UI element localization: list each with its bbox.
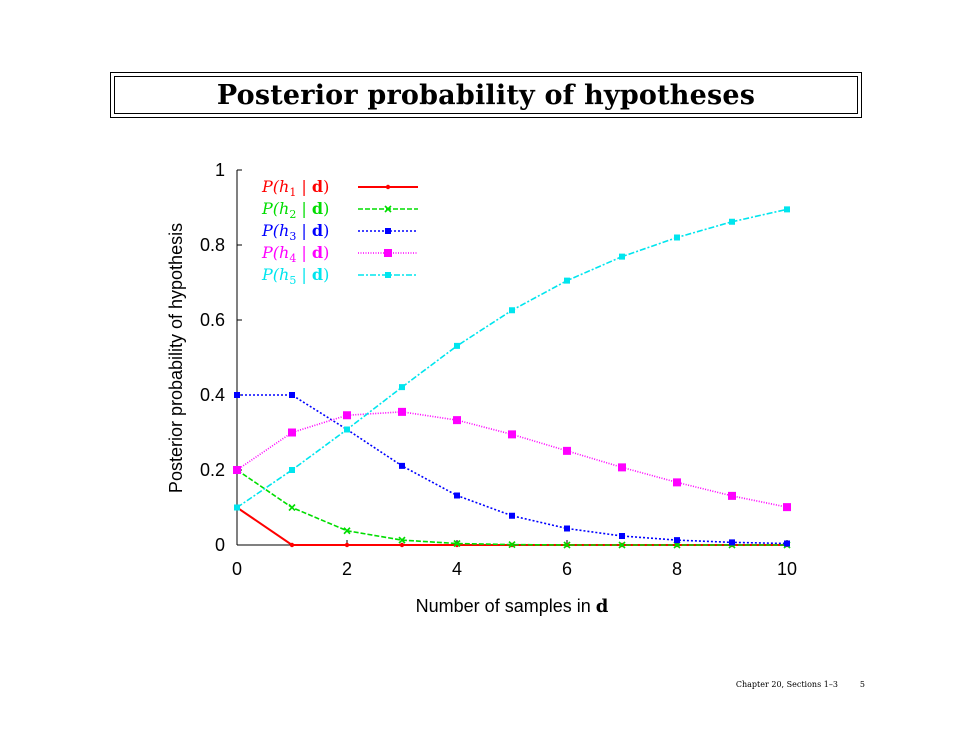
data-point-h4: [288, 428, 296, 437]
legend-label-h1: P(h1 | d): [261, 177, 329, 199]
legend-marker-h2: [384, 205, 392, 213]
data-point-h5: [674, 234, 680, 241]
data-point-h4: [453, 416, 461, 425]
data-point-h5: [729, 218, 735, 225]
legend-label-h2: P(h2 | d): [261, 199, 329, 221]
slide-footer: Chapter 20, Sections 1–3 5: [736, 680, 865, 689]
data-point-h1: [344, 542, 350, 548]
data-point-h2: [508, 541, 516, 549]
data-point-h3: [619, 533, 625, 539]
data-point-h3: [234, 392, 240, 398]
x-tick-label: 6: [562, 559, 572, 579]
x-tick-label: 2: [342, 559, 352, 579]
data-point-h2: [343, 527, 351, 535]
chart-legend: P(h1 | d)P(h2 | d)P(h3 | d)P(h4 | d)P(h5…: [261, 177, 418, 287]
data-point-h4: [508, 430, 516, 439]
data-point-h4: [728, 491, 736, 500]
data-point-h5: [564, 277, 570, 284]
y-tick-label: 0.4: [200, 385, 225, 405]
footer-section: Chapter 20, Sections 1–3: [735, 680, 838, 689]
y-axis-label: Posterior probability of hypothesis: [166, 223, 186, 493]
data-point-h5: [784, 206, 790, 213]
legend-marker-h3: [385, 228, 391, 234]
data-point-h3: [674, 537, 680, 544]
data-point-h4: [783, 503, 791, 512]
legend-marker-h1: [385, 184, 391, 190]
data-point-h4: [398, 407, 406, 416]
y-tick-label: 0: [215, 535, 225, 555]
data-point-h1: [289, 542, 295, 548]
x-axis-label-text: Number of samples in: [416, 596, 596, 616]
series-h1: [234, 505, 790, 548]
chart-series: [233, 206, 791, 549]
legend-marker-h4: [384, 249, 392, 257]
data-point-h5: [344, 426, 350, 433]
x-tick-label: 0: [232, 559, 242, 579]
data-point-h3: [399, 462, 405, 469]
y-tick-label: 1: [215, 160, 225, 180]
data-point-h5: [399, 384, 405, 391]
data-point-h4: [673, 478, 681, 487]
data-point-h3: [289, 392, 295, 398]
data-point-h2: [453, 539, 461, 548]
y-tick-label: 0.2: [200, 460, 225, 480]
data-point-h4: [563, 446, 571, 455]
series-h5: [234, 206, 790, 511]
data-point-h3: [729, 539, 735, 546]
data-point-h2: [618, 541, 626, 549]
series-h3: [234, 392, 790, 547]
data-point-h5: [289, 467, 295, 473]
legend-marker-h5: [385, 272, 391, 278]
x-tick-label: 10: [777, 559, 797, 579]
data-point-h5: [234, 504, 240, 511]
series-h4: [233, 407, 791, 512]
data-point-h2: [398, 536, 406, 544]
data-point-h4: [233, 466, 241, 474]
data-point-h4: [343, 411, 351, 420]
data-point-h1: [399, 542, 405, 548]
x-axis-label-bold: d: [596, 596, 609, 617]
x-tick-label: 8: [672, 559, 682, 579]
slide-title-inner-frame: Posterior probability of hypotheses: [114, 76, 858, 114]
series-line-h4: [236, 411, 788, 508]
data-point-h2: [563, 541, 571, 549]
data-point-h5: [454, 342, 460, 349]
legend-label-h3: P(h3 | d): [261, 221, 329, 243]
data-point-h3: [509, 512, 515, 519]
chart-axes: 0 2 4 6 8 10 0 0.2 0.4 0.6 0.8 1: [200, 160, 797, 579]
x-axis-label: Number of samples in d: [416, 596, 609, 617]
data-point-h3: [454, 492, 460, 499]
data-point-h4: [618, 463, 626, 472]
y-tick-label: 0.8: [200, 235, 225, 255]
slide-title-frame: Posterior probability of hypotheses: [110, 72, 862, 118]
data-point-h5: [619, 253, 625, 260]
data-point-h3: [784, 540, 790, 547]
x-tick-label: 4: [452, 559, 462, 579]
legend-label-h4: P(h4 | d): [261, 243, 329, 265]
data-point-h5: [509, 307, 515, 314]
series-line-h3: [237, 394, 788, 545]
data-point-h2: [288, 503, 296, 512]
slide-title: Posterior probability of hypotheses: [216, 79, 756, 111]
series-h2: [233, 466, 791, 549]
data-point-h3: [564, 525, 570, 532]
footer-page-number: 5: [859, 680, 865, 689]
y-tick-label: 0.6: [200, 310, 225, 330]
legend-label-h5: P(h5 | d): [261, 265, 329, 287]
series-line-h2: [236, 469, 787, 546]
